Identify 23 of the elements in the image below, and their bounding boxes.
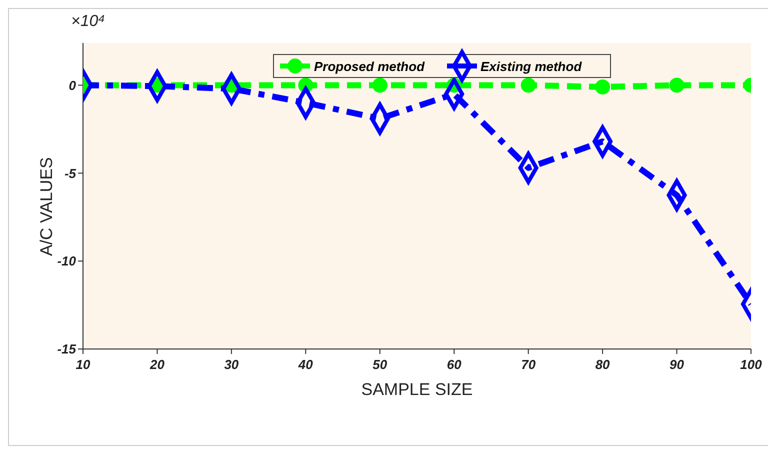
x-tick-label: 50 <box>372 357 388 372</box>
y-tick-label: -5 <box>64 166 77 181</box>
x-tick-label: 80 <box>595 357 611 372</box>
point <box>520 78 536 93</box>
legend-label: Existing method <box>480 58 582 74</box>
x-tick-label: 90 <box>670 357 685 372</box>
y-axis-title: A/C VALUES <box>37 157 56 256</box>
legend-label: Proposed method <box>314 58 425 74</box>
text: ×10⁴ <box>71 13 106 31</box>
x-tick-label: 100 <box>740 357 763 372</box>
point <box>372 78 388 93</box>
y-tick-label: 0 <box>68 78 77 93</box>
x-tick-label: 10 <box>76 357 91 372</box>
x-tick-label: 40 <box>297 357 314 372</box>
x-axis-title: SAMPLE SIZE <box>361 380 473 399</box>
y-tick-label: -15 <box>57 342 77 357</box>
point <box>595 79 610 94</box>
x-tick-label: 70 <box>521 357 536 372</box>
y-tick-label: -10 <box>57 254 77 269</box>
x-tick-label: 60 <box>446 357 462 372</box>
x-tick-label: 20 <box>148 357 166 372</box>
point <box>669 78 684 93</box>
x-tick-label: 30 <box>224 357 240 372</box>
